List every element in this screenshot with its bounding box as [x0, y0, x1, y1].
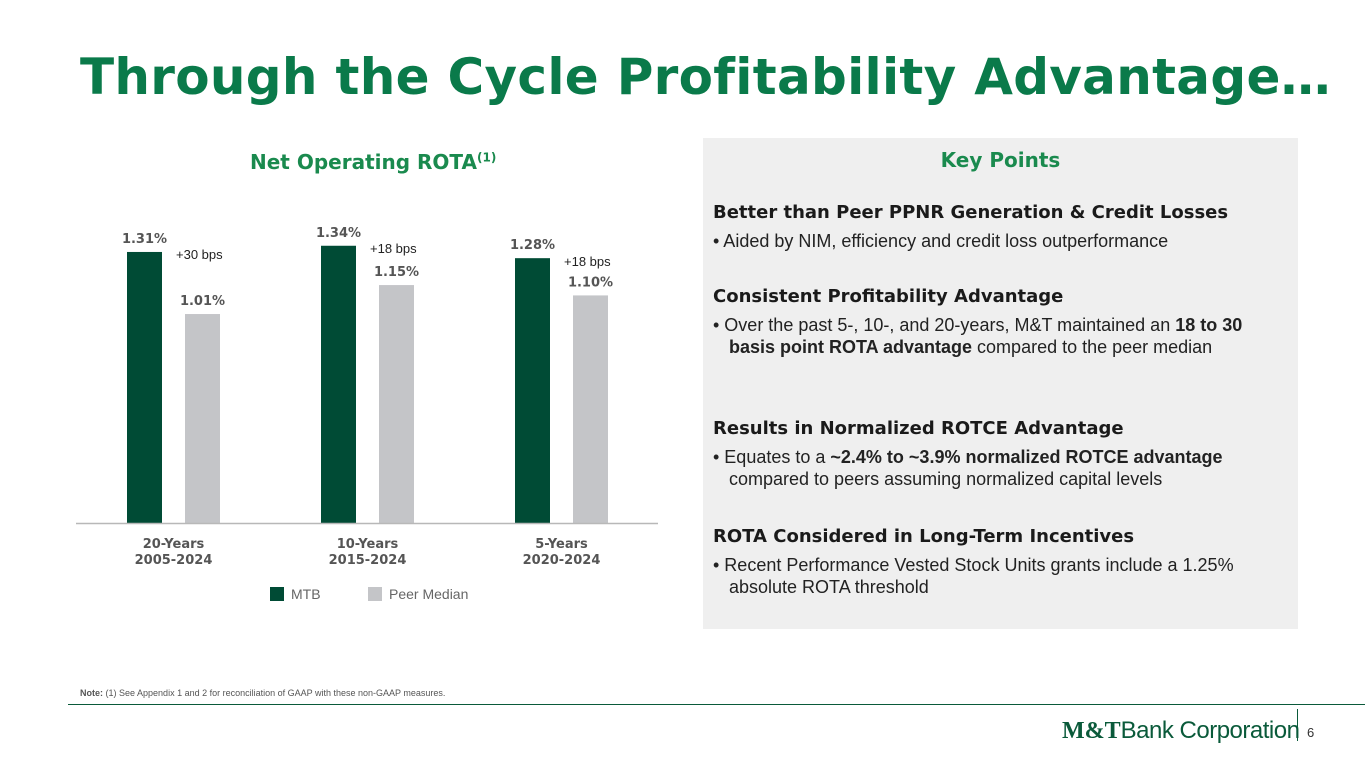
- data-label: 1.10%: [568, 275, 613, 290]
- bps-annotation: +18 bps: [370, 241, 417, 256]
- bullet-text: • Over the past 5-, 10-, and 20-years, M…: [713, 315, 1176, 335]
- bar-peer-median: [379, 285, 414, 523]
- x-tick-label: 20-Years: [143, 537, 205, 552]
- key-point-bullet: • Recent Performance Vested Stock Units …: [713, 555, 1234, 597]
- key-point-heading: Consistent Profitability Advantage: [713, 286, 1064, 307]
- bullet-text: • Equates to a: [713, 447, 831, 467]
- legend-label-peer-median: Peer Median: [389, 586, 468, 602]
- footer-divider: [68, 704, 1365, 705]
- bar-mtb: [127, 251, 162, 523]
- footnote: Note: (1) See Appendix 1 and 2 for recon…: [80, 688, 445, 698]
- data-label: 1.28%: [510, 238, 555, 253]
- bullet-bold-text: ~2.4% to ~3.9% normalized ROTCE advantag…: [830, 447, 1223, 467]
- chart-title: Net Operating ROTA(1): [250, 150, 496, 174]
- key-point-bullet: • Equates to a ~2.4% to ~3.9% normalized…: [713, 446, 1288, 490]
- bar-peer-median: [185, 314, 220, 523]
- bar-mtb: [321, 245, 356, 524]
- x-tick-label: 2020-2024: [523, 553, 601, 568]
- logo-mark: M&T: [1062, 718, 1121, 744]
- legend-label-mtb: MTB: [291, 586, 321, 602]
- key-point-heading: Results in Normalized ROTCE Advantage: [713, 418, 1124, 439]
- bullet-text: compared to the peer median: [972, 337, 1213, 357]
- key-point-heading: ROTA Considered in Long-Term Incentives: [713, 526, 1135, 547]
- data-label: 1.34%: [316, 226, 361, 241]
- key-point-bullet: • Aided by NIM, efficiency and credit lo…: [713, 231, 1169, 251]
- key-point-2: Consistent Profitability Advantage • Ove…: [713, 286, 1288, 358]
- x-tick-label: 2005-2024: [135, 553, 213, 568]
- bps-annotation: +18 bps: [564, 254, 611, 269]
- key-point-1: Better than Peer PPNR Generation & Credi…: [713, 202, 1288, 252]
- bullet-bold-text: 18 to 30 basis point ROTA advantage: [729, 315, 1243, 357]
- slide-title: Through the Cycle Profitability Advantag…: [80, 48, 1331, 106]
- key-points-panel: Key Points Better than Peer PPNR Generat…: [703, 138, 1298, 629]
- bullet-text: compared to peers assuming normalized ca…: [729, 469, 1163, 489]
- key-point-4: ROTA Considered in Long-Term Incentives …: [713, 526, 1288, 598]
- chart-title-footnote: (1): [476, 150, 497, 165]
- data-label: 1.15%: [374, 265, 419, 280]
- key-point-heading: Better than Peer PPNR Generation & Credi…: [713, 202, 1229, 223]
- chart-title-text: Net Operating ROTA: [250, 150, 477, 174]
- x-tick-label: 10-Years: [337, 537, 399, 552]
- x-tick-label: 2015-2024: [329, 553, 407, 568]
- key-point-bullet: • Over the past 5-, 10-, and 20-years, M…: [713, 314, 1288, 358]
- bar-mtb: [515, 258, 550, 523]
- page-number: 6: [1307, 725, 1315, 740]
- bps-annotation: +30 bps: [176, 247, 223, 262]
- company-logo: M&TBank Corporation: [1062, 717, 1300, 745]
- key-point-3: Results in Normalized ROTCE Advantage • …: [713, 418, 1288, 490]
- key-points-title: Key Points: [940, 148, 1061, 172]
- logo-wordmark: Bank Corporation: [1120, 717, 1300, 744]
- bar-peer-median: [573, 295, 608, 523]
- footnote-text: (1) See Appendix 1 and 2 for reconciliat…: [105, 688, 446, 698]
- legend-swatch-peer-median: [368, 587, 382, 601]
- data-label: 1.01%: [180, 294, 225, 309]
- logo-separator: [1297, 709, 1298, 741]
- footnote-label: Note:: [80, 688, 103, 698]
- data-label: 1.31%: [122, 232, 167, 247]
- legend-swatch-mtb: [270, 587, 284, 601]
- x-tick-label: 5-Years: [535, 537, 588, 552]
